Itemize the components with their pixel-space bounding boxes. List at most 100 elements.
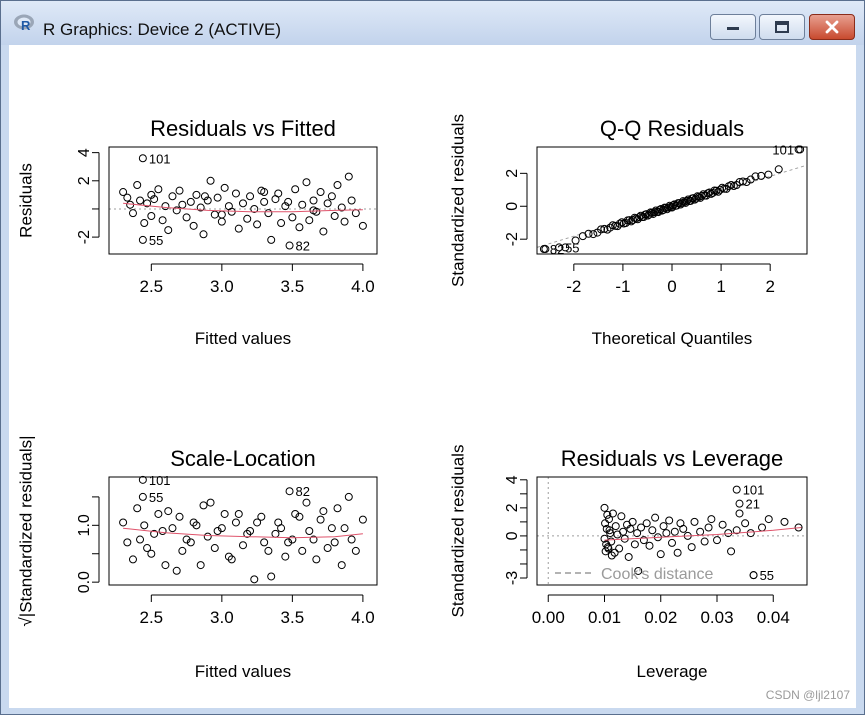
point-label: 82: [550, 242, 564, 257]
data-point: [123, 193, 132, 202]
r-logo-icon: R: [13, 13, 35, 33]
data-point: [337, 561, 346, 570]
data-point: [206, 498, 215, 507]
x-tick-label: -2: [566, 277, 581, 296]
labeled-point: [796, 145, 805, 154]
data-point: [147, 190, 156, 199]
data-point: [639, 536, 648, 545]
data-point: [295, 223, 304, 232]
data-points: [600, 503, 803, 580]
plot-frame: [108, 146, 378, 255]
y-tick-label: 0: [504, 202, 521, 211]
data-point: [624, 552, 633, 561]
y-tick-label: 2: [504, 169, 521, 178]
data-point: [648, 526, 657, 535]
data-point: [220, 183, 229, 192]
x-tick-label: 4.0: [351, 608, 375, 627]
data-point: [571, 236, 580, 245]
x-tick-label: 0.02: [644, 608, 677, 627]
data-point: [246, 527, 255, 535]
data-point: [642, 519, 651, 528]
point-label: 82: [296, 239, 310, 254]
y-axis-label: Residuals: [16, 163, 35, 238]
x-tick-label: 0: [667, 277, 676, 296]
data-point: [295, 512, 304, 521]
y-tick-label: -2: [76, 230, 93, 244]
data-point: [305, 527, 314, 535]
data-point: [319, 507, 328, 516]
x-axis-label: Fitted values: [195, 329, 291, 348]
data-point: [128, 209, 137, 218]
data-point: [264, 209, 273, 218]
data-point: [746, 529, 755, 538]
plot-canvas: Residuals vs Fitted Fitted values Residual…: [9, 45, 856, 708]
data-point: [617, 218, 626, 227]
plot-panel-3: Scale-Location Fitted values √|Standardize…: [16, 435, 378, 681]
labeled-point: [138, 154, 147, 163]
minimize-button[interactable]: [710, 14, 756, 40]
data-point: [150, 529, 159, 538]
y-tick-label: 0.0: [76, 571, 93, 593]
close-button[interactable]: [809, 14, 855, 40]
data-point: [119, 518, 128, 527]
data-point: [186, 197, 195, 206]
data-point: [603, 510, 612, 519]
data-point: [277, 524, 286, 533]
data-point: [178, 200, 187, 209]
data-point: [589, 230, 598, 239]
data-point: [619, 527, 628, 536]
data-point: [732, 526, 741, 535]
data-point: [309, 535, 318, 544]
data-point: [704, 523, 713, 532]
data-point: [584, 229, 593, 238]
data-point: [196, 203, 205, 212]
data-point: [257, 512, 266, 521]
x-tick-label: 0.03: [700, 608, 733, 627]
data-point: [716, 185, 725, 194]
plot-panel-2: Q-Q Residuals Theoretical Quantiles Standa…: [448, 114, 808, 348]
y-axis: -2 0 2: [504, 169, 528, 246]
data-point: [735, 509, 744, 518]
data-point: [260, 538, 269, 547]
data-point: [751, 172, 760, 181]
labeled-point: [749, 571, 758, 580]
data-point: [196, 561, 205, 570]
data-point: [302, 178, 311, 187]
x-axis: 2.5 3.0 3.5 4.0: [139, 594, 375, 627]
data-point: [601, 519, 610, 528]
data-point: [234, 509, 243, 518]
labeled-point: [138, 492, 147, 501]
data-point: [333, 181, 342, 190]
title-bar[interactable]: R R Graphics: Device 2 (ACTIVE): [1, 1, 864, 45]
data-point: [741, 519, 750, 528]
data-point: [164, 507, 173, 516]
data-point: [302, 498, 311, 507]
data-point: [602, 540, 611, 549]
y-tick-label: -3: [504, 571, 521, 585]
data-point: [347, 196, 356, 205]
data-point: [794, 523, 803, 532]
point-label: 82: [296, 484, 310, 499]
x-tick-label: 0.00: [532, 608, 565, 627]
data-point: [659, 522, 668, 531]
plot-frame: [108, 476, 378, 586]
data-point: [147, 549, 156, 558]
y-tick-label: 0: [504, 531, 521, 540]
data-point: [323, 544, 332, 553]
data-point: [309, 206, 318, 215]
data-point: [600, 503, 609, 512]
data-point: [136, 535, 145, 544]
x-tick-label: 2.5: [139, 608, 163, 627]
y-tick-label: 4: [504, 475, 521, 484]
data-point: [687, 543, 696, 552]
data-point: [682, 196, 691, 205]
data-point: [267, 572, 276, 581]
maximize-button[interactable]: [759, 14, 805, 40]
data-point: [668, 538, 676, 547]
minimize-icon: [727, 27, 739, 30]
point-label: 101: [149, 473, 171, 488]
x-tick-label: 3.5: [281, 277, 305, 296]
data-point: [696, 527, 705, 536]
data-point: [679, 524, 688, 533]
